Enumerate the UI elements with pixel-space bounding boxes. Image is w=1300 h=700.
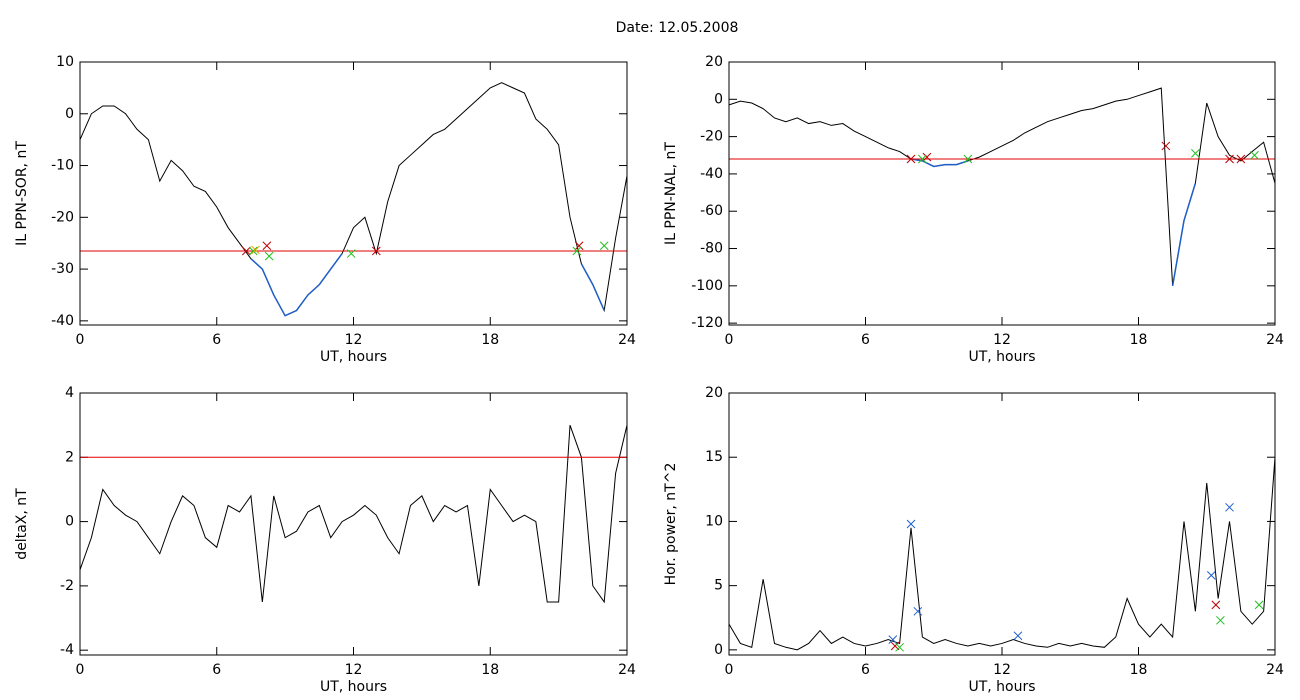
x-tick-label: 12 [345, 332, 363, 348]
marker-cross [888, 635, 898, 644]
below-threshold-line [1171, 183, 1197, 286]
x-tick-label: 12 [993, 662, 1011, 678]
y-tick-label: 0 [714, 642, 723, 658]
x-tick-label: 12 [345, 662, 363, 678]
y-tick-label: 0 [65, 106, 74, 122]
x-tick-label: 18 [481, 332, 499, 348]
y-tick-label: -20 [700, 129, 723, 145]
x-tick-label: 6 [212, 332, 221, 348]
marker-cross [251, 245, 260, 255]
x-tick-label: 18 [481, 662, 499, 678]
plot-frame [728, 61, 1276, 326]
y-tick-label: -40 [700, 166, 723, 182]
y-tick-label: -30 [51, 261, 74, 277]
x-tick-label: 18 [1130, 662, 1148, 678]
x-axis-label: UT, hours [320, 349, 387, 365]
y-tick-label: 5 [714, 578, 723, 594]
y-tick-label: -40 [51, 313, 74, 329]
x-axis-label: UT, hours [968, 349, 1035, 365]
marker-cross [913, 606, 923, 616]
y-axis-label: IL PPN-SOR, nT [14, 141, 30, 246]
plot-frame [728, 392, 1276, 656]
marker-cross [922, 152, 932, 162]
marker-cross [248, 246, 258, 256]
marker-cross [371, 246, 381, 256]
marker-cross [1254, 600, 1264, 610]
marker-cross [1211, 600, 1221, 610]
y-tick-label: -100 [691, 278, 723, 294]
y-axis-label: IL PPN-NAL, nT [663, 142, 679, 245]
x-tick-label: 6 [861, 332, 870, 348]
y-tick-label: 15 [705, 449, 723, 465]
below-threshold-line [250, 253, 343, 317]
marker-cross [963, 154, 973, 164]
x-tick-label: 24 [1266, 332, 1284, 348]
marker-cross [895, 642, 904, 652]
x-tick-label: 6 [861, 662, 870, 678]
marker-cross [1225, 154, 1234, 164]
x-tick-label: 6 [212, 662, 221, 678]
y-tick-label: -120 [691, 315, 723, 331]
y-tick-label: -4 [60, 642, 74, 658]
marker-cross [1206, 571, 1216, 580]
x-axis-label: UT, hours [320, 679, 387, 695]
marker-cross [1216, 615, 1225, 625]
marker-cross [572, 246, 582, 256]
x-tick-label: 0 [725, 662, 734, 678]
data-line [79, 82, 628, 317]
x-tick-label: 24 [618, 332, 636, 348]
y-tick-label: -20 [51, 209, 74, 225]
y-axis-label: deltaX, nT [14, 488, 30, 560]
y-tick-label: -2 [60, 578, 74, 594]
y-axis-label: Hor. power, nT^2 [663, 463, 679, 586]
plot-frame [79, 392, 628, 656]
marker-cross [918, 154, 927, 164]
marker-cross [1191, 149, 1200, 158]
plot-frame [79, 61, 628, 326]
x-tick-label: 0 [725, 332, 734, 348]
y-tick-label: -10 [51, 158, 74, 174]
y-tick-label: -60 [700, 203, 723, 219]
y-tick-label: 2 [65, 449, 74, 465]
below-threshold-line [580, 263, 605, 311]
x-tick-label: 0 [76, 662, 85, 678]
figure-title: Date: 12.05.2008 [616, 20, 739, 36]
marker-cross [1161, 141, 1171, 151]
y-tick-label: 20 [705, 54, 723, 70]
marker-cross [264, 251, 274, 261]
marker-cross [262, 241, 272, 251]
data-line [728, 457, 1276, 651]
marker-cross [906, 519, 916, 529]
marker-cross [574, 241, 584, 251]
x-tick-label: 24 [618, 662, 636, 678]
y-tick-label: 10 [56, 54, 74, 70]
x-tick-label: 12 [993, 332, 1011, 348]
marker-cross [1013, 631, 1023, 641]
marker-cross [346, 249, 356, 258]
y-tick-label: 0 [714, 91, 723, 107]
y-tick-label: 20 [705, 385, 723, 401]
x-tick-label: 24 [1266, 662, 1284, 678]
marker-cross [1250, 150, 1259, 160]
marker-cross [1236, 154, 1246, 164]
y-tick-label: 0 [65, 514, 74, 530]
marker-cross [1225, 502, 1234, 512]
marker-cross [242, 246, 251, 256]
marker-cross [599, 241, 609, 251]
y-tick-label: 4 [65, 385, 74, 401]
marker-cross [906, 154, 916, 164]
data-line [79, 424, 628, 604]
x-axis-label: UT, hours [968, 679, 1035, 695]
y-tick-label: -80 [700, 241, 723, 257]
x-tick-label: 18 [1130, 332, 1148, 348]
x-tick-label: 0 [76, 332, 85, 348]
y-tick-label: 10 [705, 513, 723, 529]
